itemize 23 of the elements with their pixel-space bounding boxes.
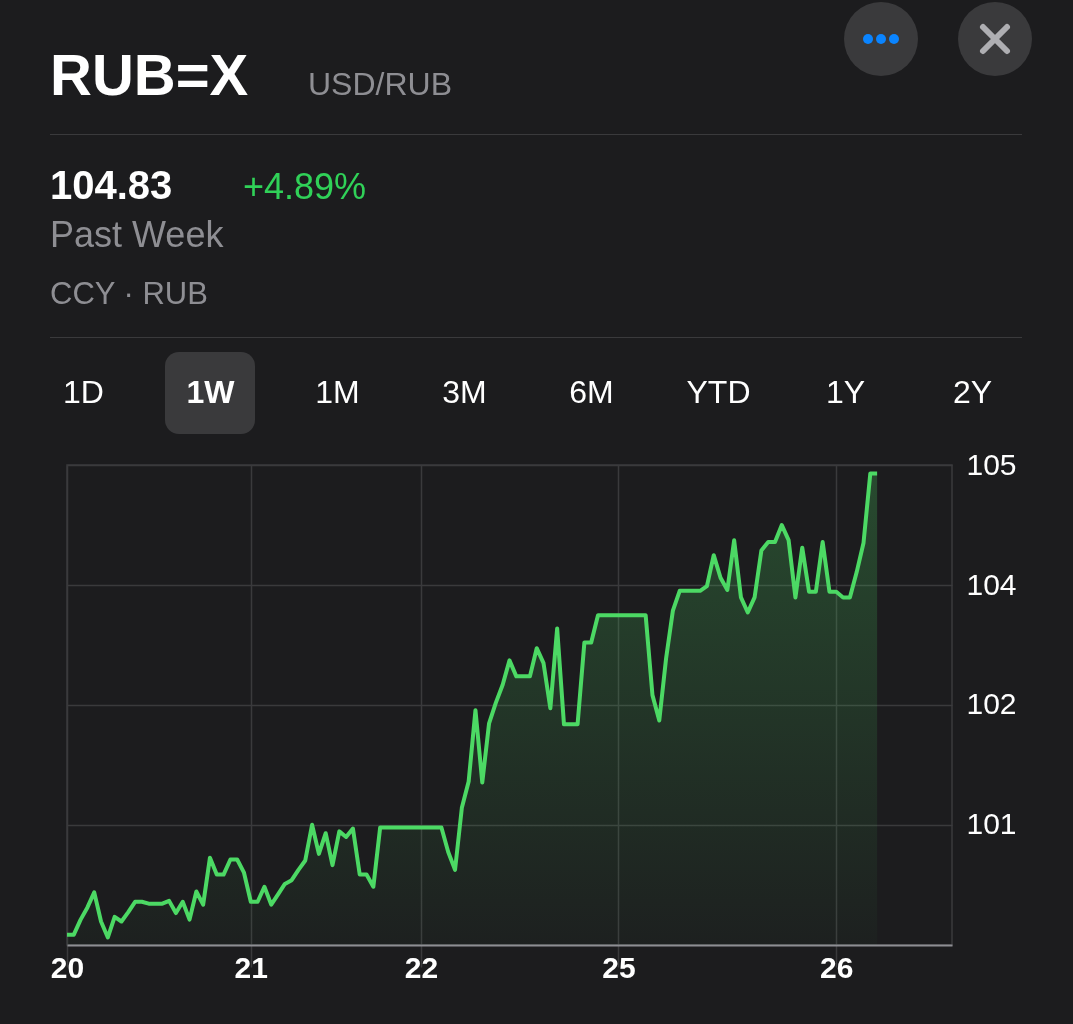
x-tick-label: 21 <box>234 950 268 984</box>
text: YTD <box>685 373 752 412</box>
y-tick-label: 102 <box>966 687 1017 721</box>
text: 3M <box>441 373 488 412</box>
x-tick-label: 26 <box>820 950 854 984</box>
y-tick-label: 101 <box>966 807 1017 841</box>
chart-subtitle: USD/RUB <box>308 66 453 103</box>
text: CCY · RUB <box>50 276 208 312</box>
text: 1D <box>62 373 105 412</box>
text: 2Y <box>951 373 994 412</box>
text: 6M <box>568 373 615 412</box>
text: 104.83 <box>50 163 173 208</box>
x-tick-label: 20 <box>50 950 85 984</box>
text: 1M <box>314 373 361 412</box>
text: 1Y <box>824 373 867 412</box>
text: 1W <box>185 373 236 412</box>
y-tick-label: 104 <box>966 567 1017 601</box>
x-tick-label: 22 <box>404 950 439 984</box>
text: +4.89% <box>243 166 367 208</box>
chart-title: RUB=X <box>50 41 249 109</box>
x-tick-label: 25 <box>602 950 636 984</box>
y-tick-label: 105 <box>966 447 1017 481</box>
text: Past Week <box>50 214 224 256</box>
